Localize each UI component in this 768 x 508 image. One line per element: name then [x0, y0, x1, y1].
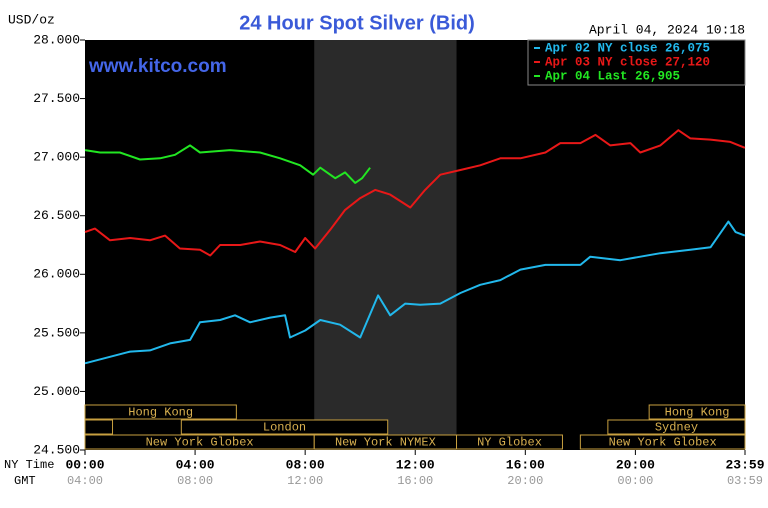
line: [84, 129, 746, 257]
y-tick-label: 25.000: [33, 384, 80, 399]
session-label: New York NYMEX: [335, 436, 436, 450]
session-bar: [84, 404, 237, 420]
session-bar: [84, 419, 114, 435]
session-label: NY Globex: [477, 436, 542, 450]
x-tick-label: 12:00: [396, 457, 435, 472]
x2-tick-label: 20:00: [507, 474, 543, 488]
chart-title: 24 Hour Spot Silver (Bid): [239, 12, 475, 34]
x-tick-label: 20:00: [616, 457, 655, 472]
session-label: London: [263, 421, 306, 435]
session-label: New York Globex: [609, 436, 717, 450]
session-label: New York Globex: [146, 436, 254, 450]
x2-tick-label: 00:00: [617, 474, 653, 488]
x-label: NY Time: [4, 458, 54, 472]
x-tick-label: 08:00: [286, 457, 325, 472]
y-tick-label: 28.000: [33, 32, 80, 47]
shaded-region: [314, 40, 457, 450]
y-unit: USD/oz: [8, 12, 55, 27]
line: [84, 220, 746, 365]
legend: [527, 39, 746, 86]
x2-label: GMT: [14, 474, 36, 488]
session-bar: [180, 419, 389, 435]
y-tick-label: 27.000: [33, 150, 80, 165]
session-bar: [579, 434, 746, 450]
y-tick-label: 27.500: [33, 91, 80, 106]
x-tick-label: 00:00: [65, 457, 104, 472]
session-bar: [456, 434, 563, 450]
x2-tick-label: 08:00: [177, 474, 213, 488]
session-label: Hong Kong: [665, 406, 730, 420]
x2-tick-label: 12:00: [287, 474, 323, 488]
x-tick-label: 04:00: [176, 457, 215, 472]
x-tick-label: 16:00: [506, 457, 545, 472]
timestamp: April 04, 2024 10:18: [589, 22, 745, 37]
session-bar: [607, 419, 746, 435]
legend-label: Apr 04 Last 26,905: [545, 69, 680, 83]
x2-tick-label: 03:59: [727, 474, 763, 488]
y-tick-label: 25.500: [33, 325, 80, 340]
session-label: Hong Kong: [128, 406, 193, 420]
legend-label: Apr 02 NY close 26,075: [545, 41, 710, 55]
legend-label: Apr 03 NY close 27,120: [545, 55, 710, 69]
x2-tick-label: 04:00: [67, 474, 103, 488]
y-tick-label: 26.000: [33, 267, 80, 282]
session-bar: [648, 404, 746, 420]
y-tick-label: 24.500: [33, 442, 80, 457]
y-tick-label: 26.500: [33, 208, 80, 223]
x-tick-label: 23:59: [725, 457, 764, 472]
x2-tick-label: 16:00: [397, 474, 433, 488]
line: [84, 144, 371, 184]
session-label: Sydney: [655, 421, 698, 435]
watermark: www.kitco.com: [88, 56, 227, 77]
